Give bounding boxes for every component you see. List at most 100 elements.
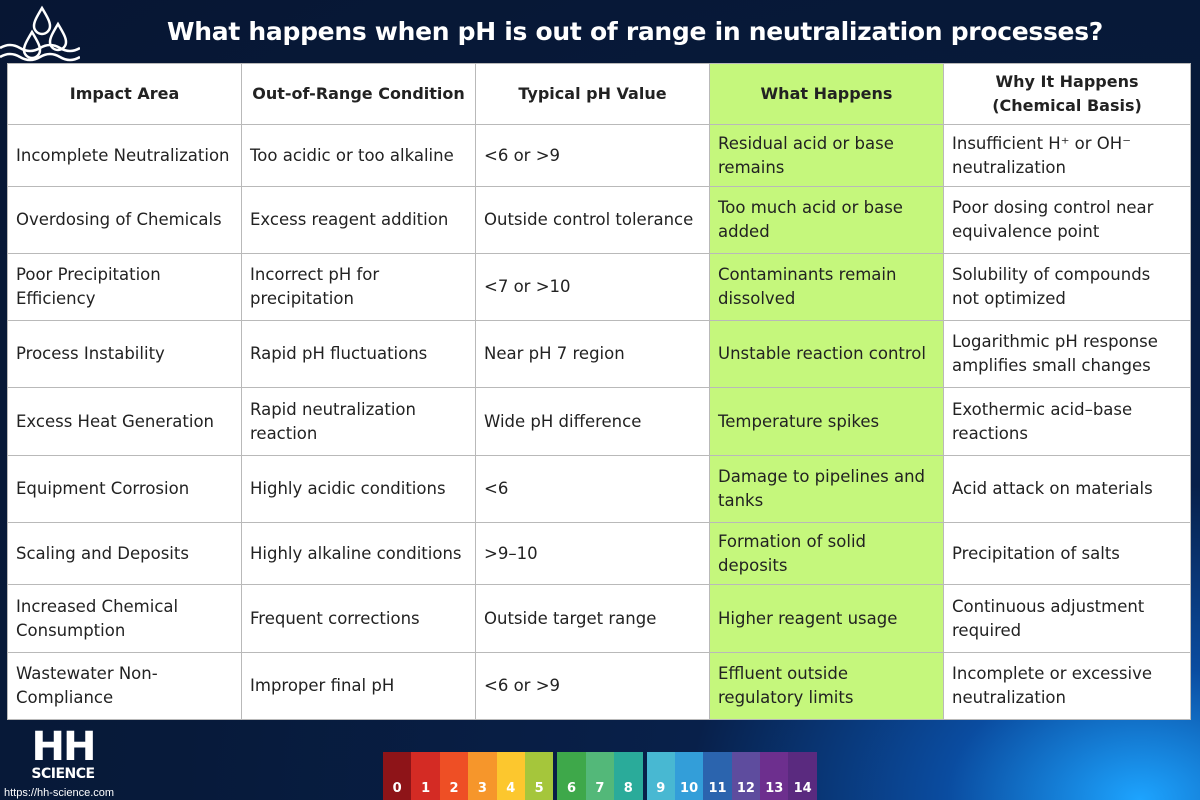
cell-ph-value: Outside control tolerance	[475, 186, 710, 254]
cell-what-happens: Contaminants remain dissolved	[709, 253, 944, 321]
table-row: Poor Precipitation Efficiency Incorrect …	[7, 253, 1191, 321]
ph-scale-label: 0	[392, 781, 402, 796]
ph-scale-label: 3	[477, 781, 487, 796]
cell-impact-area: Scaling and Deposits	[7, 522, 242, 585]
cell-ph-value: <6	[475, 455, 710, 523]
ph-scale-label: 11	[708, 781, 727, 796]
ph-scale-label: 5	[534, 781, 544, 796]
ph-scale-cell: 2	[439, 752, 469, 800]
ph-scale-label: 14	[793, 781, 812, 796]
cell-why-it-happens: Exothermic acid–base reactions	[943, 387, 1191, 456]
impact-table-container: Impact Area Out-of-Range Condition Typic…	[7, 63, 1191, 720]
cell-condition: Excess reagent addition	[241, 186, 476, 254]
ph-scale-cell: 0	[383, 752, 412, 800]
cell-what-happens: Unstable reaction control	[709, 320, 944, 388]
cell-ph-value: Near pH 7 region	[475, 320, 710, 388]
table-row: Process Instability Rapid pH fluctuation…	[7, 320, 1191, 388]
cell-what-happens: Effluent outside regulatory limits	[709, 652, 944, 720]
cell-ph-value: <6 or >9	[475, 652, 710, 720]
cell-impact-area: Process Instability	[7, 320, 242, 388]
header-ph-value: Typical pH Value	[475, 63, 710, 125]
cell-condition: Rapid neutralization reaction	[241, 387, 476, 456]
ph-scale-label: 12	[736, 781, 755, 796]
cell-what-happens: Temperature spikes	[709, 387, 944, 456]
ph-scale-label: 4	[506, 781, 516, 796]
ph-scale-label: 8	[623, 781, 633, 796]
logo-hh-text: HH	[31, 724, 97, 770]
ph-scale-cell: 5	[524, 752, 554, 800]
cell-condition: Highly acidic conditions	[241, 455, 476, 523]
cell-why-it-happens: Solubility of compounds not optimized	[943, 253, 1191, 321]
cell-why-it-happens: Incomplete or excessive neutralization	[943, 652, 1191, 720]
ph-scale-label: 2	[449, 781, 459, 796]
cell-impact-area: Increased Chemical Consumption	[7, 584, 242, 653]
table-row: Excess Heat Generation Rapid neutralizat…	[7, 387, 1191, 456]
cell-impact-area: Wastewater Non-Compliance	[7, 652, 242, 720]
website-url: https://hh-science.com	[4, 787, 115, 799]
ph-scale-cell: 6	[557, 752, 586, 800]
ph-scale-cell: 3	[468, 752, 497, 800]
ph-scale: 0 1 2 3 4 5 6 7 8 9 10 11 12 13 14	[383, 752, 817, 800]
ph-scale-label: 9	[656, 781, 666, 796]
cell-ph-value: <7 or >10	[475, 253, 710, 321]
page-title: What happens when pH is out of range in …	[167, 17, 1103, 46]
ph-scale-label: 7	[595, 781, 605, 796]
hh-science-logo: HH SCIENCE	[30, 724, 97, 782]
cell-ph-value: >9–10	[475, 522, 710, 585]
cell-what-happens: Residual acid or base remains	[709, 124, 944, 187]
water-drops-icon	[22, 5, 68, 60]
cell-condition: Frequent corrections	[241, 584, 476, 653]
ph-scale-cell: 7	[585, 752, 615, 800]
cell-condition: Too acidic or too alkaline	[241, 124, 476, 187]
table-header-row: Impact Area Out-of-Range Condition Typic…	[7, 63, 1191, 125]
cell-why-it-happens: Acid attack on materials	[943, 455, 1191, 523]
cell-why-it-happens: Logarithmic pH response amplifies small …	[943, 320, 1191, 388]
header-impact-area: Impact Area	[7, 63, 242, 125]
cell-what-happens: Higher reagent usage	[709, 584, 944, 653]
header-why-it-happens: Why It Happens (Chemical Basis)	[943, 63, 1191, 125]
cell-impact-area: Incomplete Neutralization	[7, 124, 242, 187]
cell-why-it-happens: Continuous adjustment required	[943, 584, 1191, 653]
impact-table: Impact Area Out-of-Range Condition Typic…	[7, 63, 1191, 720]
cell-impact-area: Poor Precipitation Efficiency	[7, 253, 242, 321]
ph-scale-label: 1	[421, 781, 431, 796]
cell-condition: Incorrect pH for precipitation	[241, 253, 476, 321]
header-what-happens: What Happens	[709, 63, 944, 125]
cell-ph-value: Wide pH difference	[475, 387, 710, 456]
ph-scale-label: 10	[680, 781, 699, 796]
cell-ph-value: <6 or >9	[475, 124, 710, 187]
table-row: Increased Chemical Consumption Frequent …	[7, 584, 1191, 653]
cell-impact-area: Equipment Corrosion	[7, 455, 242, 523]
logo-science-text: SCIENCE	[31, 766, 95, 782]
cell-what-happens: Formation of solid deposits	[709, 522, 944, 585]
cell-condition: Improper final pH	[241, 652, 476, 720]
ph-scale-cell: 11	[703, 752, 732, 800]
cell-what-happens: Too much acid or base added	[709, 186, 944, 254]
table-row: Equipment Corrosion Highly acidic condit…	[7, 455, 1191, 523]
cell-condition: Rapid pH fluctuations	[241, 320, 476, 388]
ph-scale-cell: 10	[674, 752, 704, 800]
ph-scale-cell: 9	[646, 752, 675, 800]
waves-icon	[0, 43, 80, 62]
ph-scale-cell: 13	[760, 752, 789, 800]
table-body: Incomplete Neutralization Too acidic or …	[7, 124, 1191, 720]
cell-condition: Highly alkaline conditions	[241, 522, 476, 585]
table-row: Incomplete Neutralization Too acidic or …	[7, 124, 1191, 187]
ph-scale-cell: 1	[411, 752, 440, 800]
cell-impact-area: Overdosing of Chemicals	[7, 186, 242, 254]
cell-why-it-happens: Insufficient H⁺ or OH⁻ neutralization	[943, 124, 1191, 187]
ph-scale-cell: 4	[496, 752, 525, 800]
cell-why-it-happens: Poor dosing control near equivalence poi…	[943, 186, 1191, 254]
ph-scale-cell: 12	[731, 752, 761, 800]
cell-ph-value: Outside target range	[475, 584, 710, 653]
ph-scale-label: 6	[567, 781, 577, 796]
cell-impact-area: Excess Heat Generation	[7, 387, 242, 456]
ph-scale-cell: 14	[788, 752, 817, 800]
table-row: Scaling and Deposits Highly alkaline con…	[7, 522, 1191, 585]
ph-scale-label: 13	[765, 781, 784, 796]
ph-scale-cell: 8	[614, 752, 643, 800]
table-row: Overdosing of Chemicals Excess reagent a…	[7, 186, 1191, 254]
header-condition: Out-of-Range Condition	[241, 63, 476, 125]
cell-what-happens: Damage to pipelines and tanks	[709, 455, 944, 523]
table-row: Wastewater Non-Compliance Improper final…	[7, 652, 1191, 720]
